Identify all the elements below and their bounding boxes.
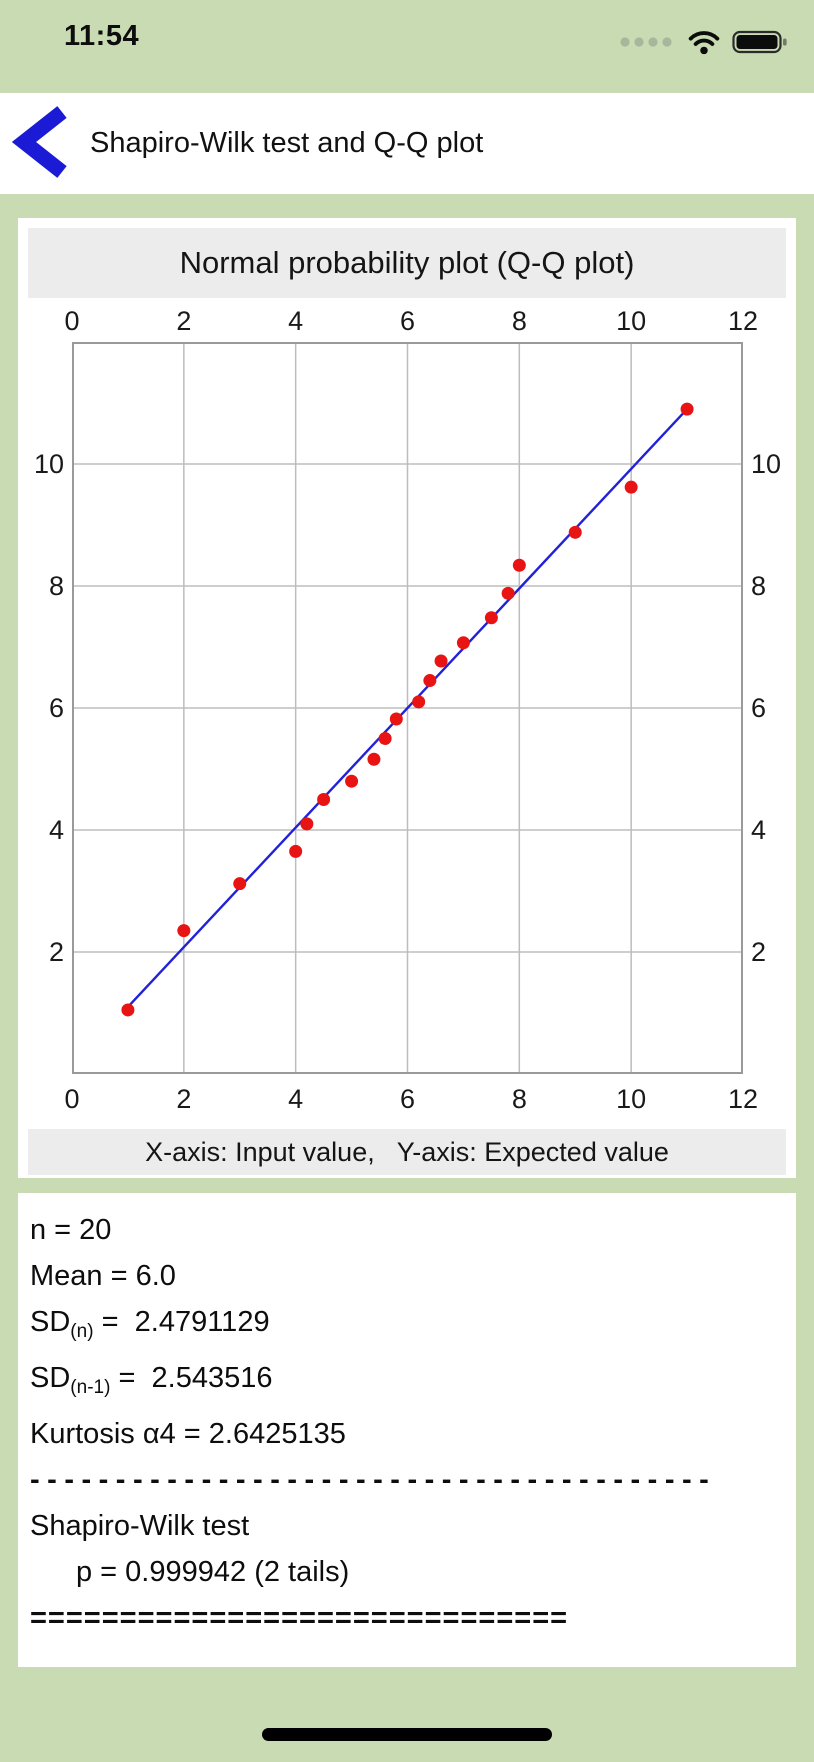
data-point (680, 402, 694, 416)
data-point (389, 712, 403, 726)
stats-line: ---------------------------------------- (30, 1464, 717, 1496)
wifi-icon (686, 28, 722, 60)
y-tick-label: 6 (751, 693, 767, 723)
x-tick-label: 8 (511, 1084, 527, 1114)
qq-plot-panel: Normal probability plot (Q-Q plot) 0 2 4 6 8… (18, 218, 796, 1178)
data-point (121, 1003, 135, 1017)
data-point (317, 793, 331, 806)
y-tick-label: 4 (48, 815, 64, 845)
qq-scatter-plot (72, 342, 743, 1074)
x-tick-label: 0 (64, 306, 80, 336)
data-point (434, 654, 448, 668)
stats-line: p = 0.999942 (2 tails) (76, 1556, 350, 1588)
chevron-left-icon (11, 105, 70, 182)
home-indicator[interactable] (262, 1728, 552, 1741)
data-point (378, 732, 392, 745)
data-point (367, 752, 381, 766)
data-point (345, 774, 359, 788)
plot-frame (72, 342, 743, 1074)
y-tick-label: 8 (751, 571, 767, 601)
stats-line: n = 20 (30, 1214, 112, 1246)
back-button[interactable] (11, 104, 70, 182)
chart-title: Normal probability plot (Q-Q plot) (28, 228, 786, 298)
data-point (289, 844, 303, 858)
data-point (412, 695, 426, 709)
data-point (568, 525, 582, 539)
x-tick-label: 12 (727, 1084, 759, 1114)
stats-line: SD(n-1) = 2.543516 (30, 1362, 273, 1398)
stats-line: Kurtosis α4 = 2.6425135 (30, 1418, 346, 1450)
data-point (456, 636, 470, 650)
data-point (624, 480, 638, 494)
x-tick-label: 12 (727, 306, 759, 336)
data-point (484, 611, 498, 625)
x-tick-label: 4 (288, 306, 304, 336)
battery-icon (732, 29, 790, 60)
y-tick-label: 2 (48, 937, 64, 967)
stats-line: ============================== (30, 1602, 569, 1634)
x-tick-label: 6 (399, 306, 416, 336)
x-tick-label: 4 (288, 1084, 304, 1114)
stats-line: Shapiro-Wilk test (30, 1510, 250, 1542)
reference-line (127, 408, 688, 1008)
status-icons (618, 28, 790, 60)
x-tick-label: 6 (399, 1084, 416, 1114)
nav-bar: Shapiro-Wilk test and Q-Q plot (0, 93, 814, 194)
x-tick-label: 8 (511, 306, 527, 336)
x-tick-label: 2 (176, 306, 192, 336)
stats-line: SD(n) = 2.4791129 (30, 1306, 270, 1342)
y-tick-label: 6 (48, 693, 64, 723)
y-tick-label: 10 (33, 449, 64, 479)
x-tick-label: 0 (64, 1084, 80, 1114)
y-tick-label: 10 (751, 449, 782, 479)
x-tick-label: 2 (176, 1084, 192, 1114)
axis-legend: X-axis: Input value, Y-axis: Expected va… (28, 1129, 786, 1175)
y-tick-label: 4 (751, 815, 767, 845)
data-point (233, 877, 247, 891)
data-point (501, 586, 515, 600)
status-time: 11:54 (64, 20, 140, 52)
data-point (512, 558, 526, 572)
x-tick-label: 10 (616, 306, 647, 336)
data-point (423, 674, 437, 688)
page-title: Shapiro-Wilk test and Q-Q plot (90, 127, 484, 159)
cellular-dots-icon (618, 35, 676, 54)
data-point (300, 817, 314, 831)
stats-line: Mean = 6.0 (30, 1260, 176, 1292)
y-tick-label: 8 (48, 571, 64, 601)
data-point (177, 924, 191, 938)
status-bar: 11:54 (0, 0, 814, 93)
y-tick-label: 2 (751, 937, 767, 967)
statistics-panel: n = 20 Mean = 6.0 SD(n) = 2.4791129 SD(n-1)… (18, 1193, 796, 1667)
x-tick-label: 10 (616, 1084, 647, 1114)
